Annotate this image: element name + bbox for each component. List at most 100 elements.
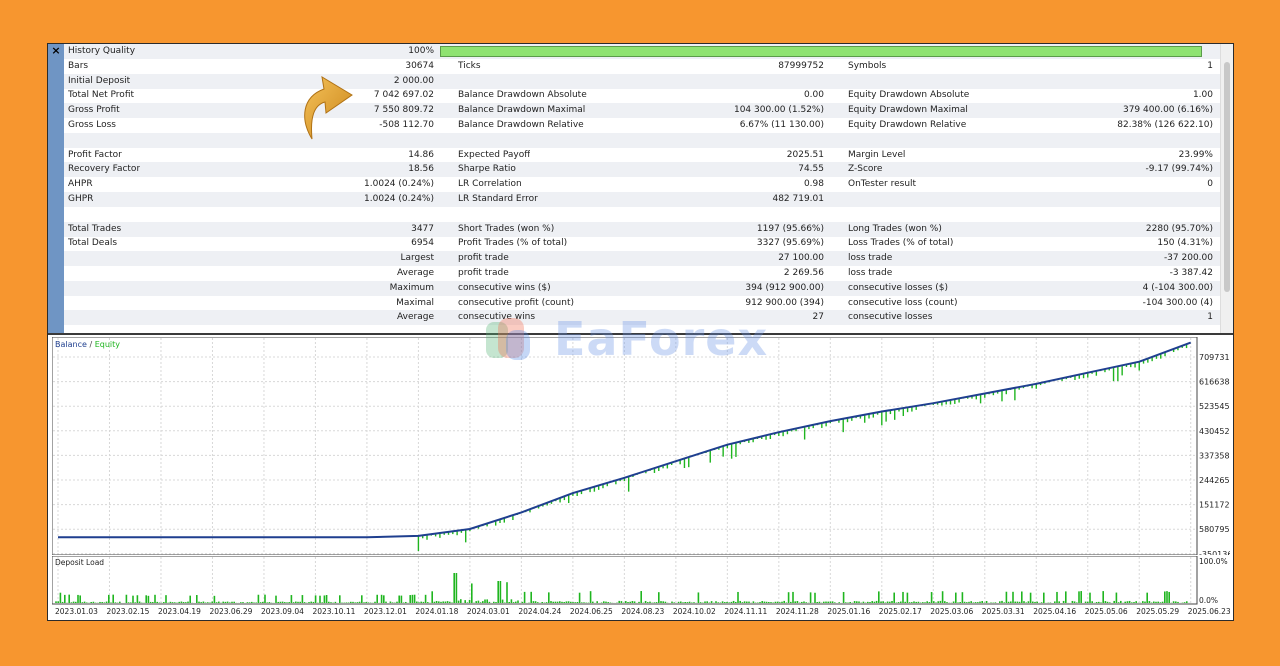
report-cell-label: Total Net Profit (68, 90, 135, 101)
report-cell-value: 14.86 (408, 149, 434, 160)
report-cell-label: Ticks (458, 60, 481, 71)
report-cell-value: Average (397, 312, 434, 323)
report-cell-value: 1.0024 (0.24%) (364, 179, 434, 190)
report-cell-value: 2 269.56 (783, 268, 824, 278)
legend-equity: Equity (95, 340, 121, 349)
scrollbar-thumb[interactable] (1224, 62, 1230, 292)
report-cell-label: profit trade (458, 268, 509, 278)
y-axis-tick-label: 2442658 (1199, 476, 1230, 485)
report-row: Largest profit trade 27 100.00 loss trade -3… (64, 251, 1221, 267)
report-cell-label: Symbols (848, 60, 887, 71)
x-axis-tick-label: 2024.11.11 (724, 607, 767, 616)
x-axis-tick-label: 2023.04.19 (158, 607, 201, 616)
report-cell-label: Recovery Factor (68, 164, 141, 175)
report-cell-value: 2025.51 (786, 149, 824, 160)
report-cell-label: Long Trades (won %) (848, 223, 942, 234)
history-quality-bar (440, 46, 1202, 57)
deposit-load-chart: Deposit Load 100.0% 0.0% 2023.01.03 2023.02.… (52, 556, 1230, 616)
report-row: Profit Factor 14.86 Expected Payoff 2025.51… (64, 148, 1221, 163)
report-cell-value: 1197 (95.66%) (756, 223, 824, 234)
report-cell-label: Balance Drawdown Relative (458, 120, 584, 130)
report-panel: × History Quality 100% Bars 30674 Ticks 87999… (48, 44, 1233, 333)
panel-sidebar: × (48, 44, 64, 333)
report-cell-label: Profit Factor (68, 149, 122, 160)
report-cell-label: Short Trades (won %) (458, 223, 555, 234)
report-cell-value: 27 (812, 312, 824, 323)
report-cell-value: 2 000.00 (393, 75, 434, 86)
report-row: Recovery Factor 18.56 Sharpe Ratio 74.55 Z-S… (64, 162, 1221, 178)
legend-balance: Balance (55, 340, 87, 349)
report-cell-value: 2280 (95.70%) (1145, 223, 1213, 234)
balance-series-line (58, 341, 1192, 539)
report-row: Gross Loss -508 112.70 Balance Drawdown Re… (64, 118, 1221, 133)
x-axis-tick-label: 2024.06.25 (570, 607, 613, 616)
report-cell-value: 7 042 697.02 (373, 90, 434, 101)
report-cell-value: 394 (912 900.00) (745, 282, 824, 293)
report-cell-label: loss trade (848, 268, 893, 278)
report-cell-value: 6954 (411, 238, 434, 249)
report-cell-value: 0.98 (803, 179, 824, 190)
y-axis-tick-label: 580795 (1199, 525, 1230, 534)
report-cell-value: 1 (1207, 312, 1213, 323)
x-axis-tick-label: 2023.01.03 (55, 607, 98, 616)
report-row: Gross Profit 7 550 809.72 Balance Drawdown… (64, 103, 1221, 119)
report-cell-value: 100% (408, 46, 434, 56)
report-cell-value: 6.67% (11 130.00) (739, 120, 824, 130)
report-cell-value: 1.00 (1192, 90, 1213, 101)
report-cell-label: Initial Deposit (68, 75, 131, 86)
strategy-tester-report: × History Quality 100% Bars 30674 Ticks 87999… (47, 43, 1234, 621)
report-row (64, 207, 1221, 222)
x-axis-tick-label: 2023.12.01 (364, 607, 407, 616)
report-cell-label: Z-Score (848, 164, 883, 175)
x-axis-tick-label: 2025.03.06 (930, 607, 973, 616)
report-cell-label: Margin Level (848, 149, 906, 160)
report-cell-value: -37 200.00 (1163, 253, 1213, 264)
report-row: Initial Deposit 2 000.00 (64, 73, 1221, 89)
report-cell-value: 379 400.00 (6.16%) (1122, 105, 1213, 116)
report-cell-label: consecutive loss (count) (848, 297, 958, 308)
chart-legend: Balance / Equity (55, 340, 120, 349)
report-row: Average profit trade 2 269.56 loss trade -3 … (64, 266, 1221, 281)
curved-arrow-icon (304, 76, 353, 140)
x-axis-tick-label: 2024.03.01 (467, 607, 510, 616)
x-axis-tick-label: 2025.01.16 (827, 607, 870, 616)
x-axis-tick-label: 2023.09.04 (261, 607, 304, 616)
close-icon[interactable]: × (51, 44, 61, 57)
report-cell-label: Balance Drawdown Absolute (458, 90, 587, 101)
report-cell-label: Expected Payoff (458, 149, 531, 160)
report-cell-label: consecutive losses ($) (848, 282, 949, 293)
report-cell-label: GHPR (68, 194, 94, 204)
x-axis-tick-label: 2025.05.06 (1085, 607, 1128, 616)
report-cell-label: consecutive losses (848, 312, 933, 323)
report-cell-label: Gross Loss (68, 120, 116, 130)
y-axis-tick-label: 5235452 (1199, 402, 1230, 411)
x-axis-tick-label: 2024.11.28 (776, 607, 819, 616)
report-cell-value: Maximal (396, 297, 434, 308)
y-axis-tick-label: 7097315 (1199, 353, 1230, 362)
balance-equity-chart: 7097315 6166384 5235452 4304521 3373589 24426… (52, 337, 1230, 555)
load-y-tick-label: 0.0% (1199, 596, 1218, 605)
report-cell-label: Loss Trades (% of total) (848, 238, 954, 249)
report-cell-value: 482 719.01 (772, 194, 824, 204)
report-row: Maximum consecutive wins ($) 394 (912 900.… (64, 280, 1221, 296)
y-axis-tick-label: 1511727 (1199, 501, 1230, 510)
report-cell-value: Maximum (389, 282, 434, 293)
report-row: Maximal consecutive profit (count) 912 900… (64, 296, 1221, 311)
x-axis-tick-label: 2025.04.16 (1033, 607, 1076, 616)
report-cell-value: 104 300.00 (1.52%) (733, 105, 824, 116)
report-cell-value: Largest (400, 253, 434, 264)
report-cell-label: Balance Drawdown Maximal (458, 105, 586, 116)
report-cell-value: 7 550 809.72 (373, 105, 434, 116)
report-cell-label: Equity Drawdown Absolute (848, 90, 970, 101)
y-axis-tick-label: 6166384 (1199, 378, 1230, 387)
report-cell-value: 3477 (411, 223, 434, 234)
load-y-tick-label: 100.0% (1199, 557, 1228, 566)
x-axis-tick-label: 2023.02.15 (106, 607, 149, 616)
report-cell-label: AHPR (68, 179, 93, 190)
report-cell-label: LR Correlation (458, 179, 522, 190)
report-cell-value: 3327 (95.69%) (756, 238, 824, 249)
report-cell-value: 0 (1207, 179, 1213, 190)
report-cell-label: Profit Trades (% of total) (458, 238, 568, 249)
vertical-scrollbar[interactable] (1220, 44, 1233, 333)
report-cell-label: Gross Profit (68, 105, 120, 116)
